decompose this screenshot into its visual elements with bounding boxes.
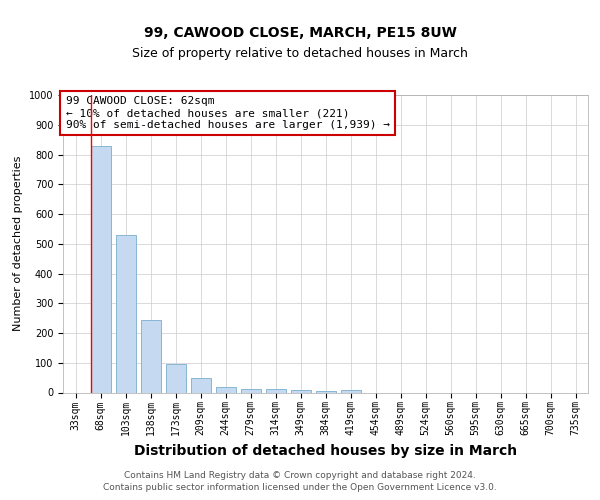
Text: Contains HM Land Registry data © Crown copyright and database right 2024.
Contai: Contains HM Land Registry data © Crown c… <box>103 471 497 492</box>
Bar <box>91 146 110 392</box>
Y-axis label: Number of detached properties: Number of detached properties <box>13 156 23 332</box>
Bar <box>166 364 185 392</box>
Bar <box>191 378 211 392</box>
Bar <box>115 235 136 392</box>
Bar <box>215 387 235 392</box>
Bar <box>241 388 260 392</box>
X-axis label: Distribution of detached houses by size in March: Distribution of detached houses by size … <box>134 444 517 458</box>
Text: 99 CAWOOD CLOSE: 62sqm
← 10% of detached houses are smaller (221)
90% of semi-de: 99 CAWOOD CLOSE: 62sqm ← 10% of detached… <box>65 96 389 130</box>
Bar <box>265 389 286 392</box>
Text: Size of property relative to detached houses in March: Size of property relative to detached ho… <box>132 47 468 60</box>
Bar <box>140 320 161 392</box>
Text: 99, CAWOOD CLOSE, MARCH, PE15 8UW: 99, CAWOOD CLOSE, MARCH, PE15 8UW <box>143 26 457 40</box>
Bar <box>316 391 335 392</box>
Bar <box>341 390 361 392</box>
Bar <box>290 390 311 392</box>
